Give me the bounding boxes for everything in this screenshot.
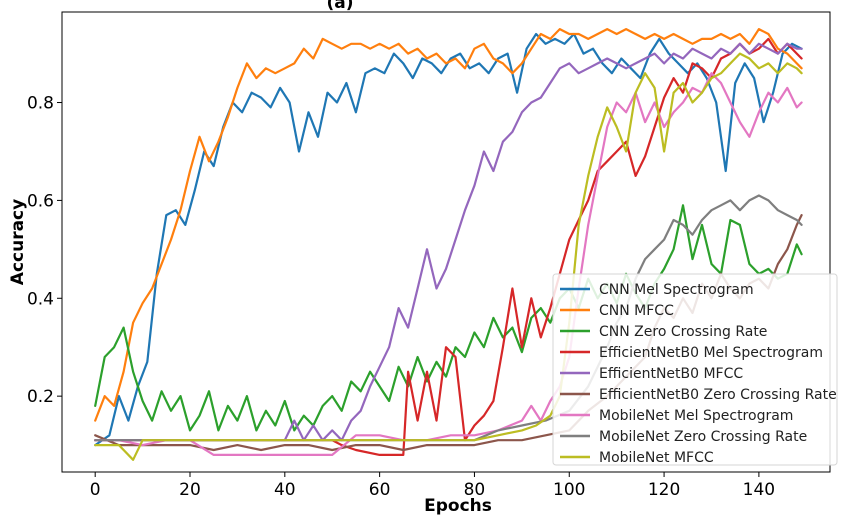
x-tick-label: 140: [743, 480, 775, 500]
series-line-1: [94, 32, 803, 447]
x-tick-label: 20: [179, 480, 201, 500]
legend-entry-label: CNN Zero Crossing Rate: [599, 324, 767, 340]
x-tick-label: 100: [553, 480, 585, 500]
series-line-3: [94, 204, 803, 432]
x-tick-label: 120: [648, 480, 680, 500]
legend-entry-label: MobileNet Mel Spectrogram: [599, 408, 793, 424]
legend-entry-label: EfficientNetB0 Zero Crossing Rate: [599, 387, 837, 403]
chart-title: (a): [326, 0, 353, 13]
legend-box: [552, 273, 838, 466]
series-line-2: [94, 28, 803, 422]
x-tick-label: 40: [274, 480, 296, 500]
plot-frame: [61, 11, 831, 473]
legend-entry-label: EfficientNetB0 Mel Spectrogram: [599, 345, 823, 361]
legend-entry-label: CNN MFCC: [599, 303, 674, 319]
x-axis-ticks: 0 20 40 60 80 100 120 140: [90, 472, 775, 500]
y-axis-label: Accuracy: [8, 199, 28, 285]
y-tick-label: 0.8: [27, 94, 54, 114]
legend-entry-label: EfficientNetB0 MFCC: [599, 366, 743, 382]
x-tick-label: 80: [464, 480, 486, 500]
legend: CNN Mel Spectrogram CNN MFCC CNN Zero Cros…: [552, 273, 838, 466]
series-line-9: [94, 52, 803, 461]
y-tick-label: 0.4: [27, 289, 54, 309]
x-tick-label: 0: [90, 480, 101, 500]
series-line-5: [94, 42, 803, 442]
x-tick-label: 60: [369, 480, 391, 500]
legend-entry-label: MobileNet Zero Crossing Rate: [599, 429, 807, 445]
y-tick-label: 0.2: [27, 387, 54, 407]
series-line-7: [94, 72, 803, 456]
legend-entry-label: CNN Mel Spectrogram: [599, 282, 754, 298]
y-tick-label: 0.6: [27, 191, 54, 211]
legend-entry-label: MobileNet MFCC: [599, 450, 714, 466]
y-axis-ticks: 0.2 0.4 0.6 0.8: [27, 94, 62, 407]
x-axis-label: Epochs: [424, 496, 492, 516]
